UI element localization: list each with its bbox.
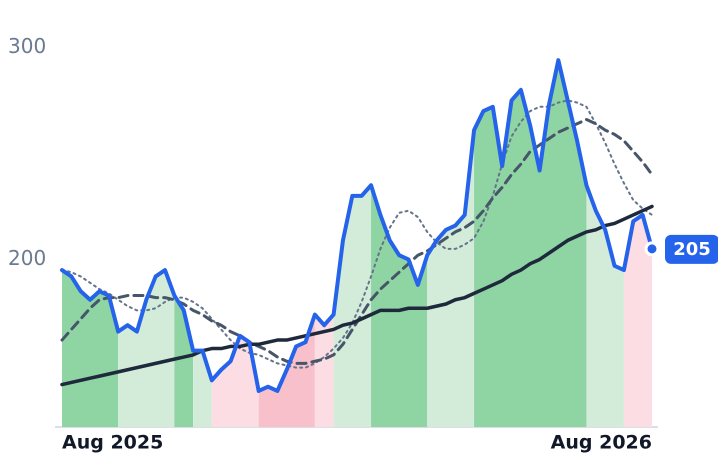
y-tick-label: 300: [8, 34, 46, 58]
last-value-badge: [665, 234, 718, 264]
x-tick-label: Aug 2026: [551, 432, 652, 454]
regime-band: [314, 314, 334, 427]
regime-band: [193, 350, 212, 427]
last-value-label: 205: [673, 239, 711, 260]
regime-band: [62, 270, 119, 427]
y-tick-label: 200: [8, 246, 46, 270]
series-line: [61, 99, 653, 369]
regime-band: [427, 130, 475, 427]
regime-band: [211, 335, 259, 427]
regime-band: [623, 214, 652, 427]
regime-band: [474, 60, 587, 428]
series-line: [60, 204, 654, 387]
regime-band: [174, 295, 194, 427]
series-line: [60, 58, 654, 393]
last-point: [644, 241, 660, 257]
regime-band: [118, 270, 175, 427]
regime-band: [586, 185, 624, 427]
x-tick-label: Aug 2025: [62, 432, 163, 454]
regime-band: [371, 185, 428, 427]
